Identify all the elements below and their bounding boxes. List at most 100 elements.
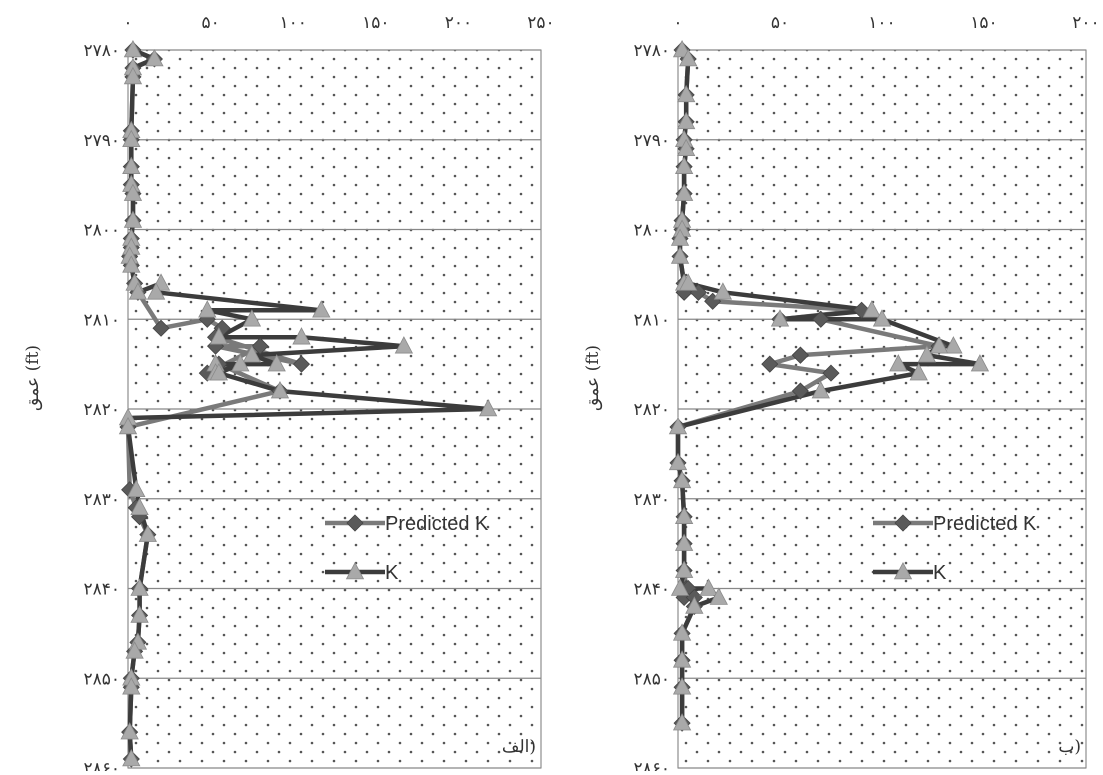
legend-label-1: K — [385, 562, 399, 584]
x-tick-label-0: ۰ — [673, 13, 682, 33]
data-point-s0-24 — [791, 382, 809, 400]
x-tick-label-3: ۱۵۰ — [362, 13, 389, 33]
data-point-s1-27 — [672, 470, 692, 489]
data-point-s0-18 — [812, 310, 830, 328]
legend-label-1: K — [933, 562, 947, 584]
data-point-s1-22 — [889, 354, 908, 372]
y-tick-label-7: ۲۸۵۰ — [633, 669, 670, 689]
data-point-s1-18 — [312, 300, 331, 318]
data-point-s1-24 — [242, 345, 262, 363]
data-point-s1-16 — [770, 309, 790, 327]
data-point-s1-2 — [676, 84, 696, 103]
data-point-s1-19 — [198, 300, 217, 318]
data-point-s1-40 — [125, 641, 144, 659]
data-point-s1-14 — [713, 282, 733, 300]
legend-label-0: Predicted K — [933, 513, 1037, 535]
data-point-s1-29 — [209, 363, 229, 381]
legend-marker-0 — [894, 514, 912, 532]
data-point-s1-1 — [679, 48, 698, 67]
data-point-s1-31 — [478, 398, 498, 417]
data-point-s1-35 — [672, 623, 692, 641]
data-point-s1-13 — [679, 273, 698, 291]
legend-marker-0 — [346, 514, 364, 532]
y-tick-label-8: ۲۸۶۰ — [83, 759, 120, 771]
data-point-s1-17 — [146, 282, 166, 300]
data-point-s1-36 — [672, 650, 692, 668]
data-point-s1-8 — [123, 183, 143, 201]
data-point-s1-34 — [685, 596, 704, 614]
legend-marker-1 — [345, 561, 365, 580]
data-point-s1-36 — [138, 524, 157, 542]
data-point-s1-7 — [674, 183, 694, 201]
legend-label-0: Predicted K — [385, 513, 489, 535]
data-point-s1-3 — [123, 66, 143, 85]
data-point-s1-31 — [670, 578, 690, 596]
y-tick-label-4: ۲۸۲۰ — [633, 400, 670, 420]
data-point-s1-28 — [674, 506, 694, 524]
y-tick-label-0: ۲۷۸۰ — [83, 41, 120, 61]
y-tick-label-1: ۲۷۹۰ — [83, 131, 120, 151]
data-point-s1-22 — [292, 327, 311, 345]
data-point-s1-23 — [909, 363, 928, 381]
data-point-s1-30 — [674, 560, 694, 578]
y-tick-label-6: ۲۸۴۰ — [633, 580, 670, 600]
data-point-s1-5 — [122, 129, 141, 148]
panel-label-0: الف) — [502, 737, 536, 757]
y-tick-label-4: ۲۸۲۰ — [83, 400, 120, 420]
y-tick-label-8: ۲۸۶۰ — [633, 759, 670, 771]
data-point-s1-44 — [122, 748, 141, 767]
data-point-s1-25 — [668, 416, 688, 435]
data-point-s0-23 — [822, 364, 840, 382]
data-point-s0-16 — [152, 319, 170, 337]
data-point-s1-25 — [267, 354, 286, 372]
panel-label-1: ب) — [1058, 737, 1081, 757]
data-point-s1-9 — [123, 210, 143, 228]
chart-panel-1: ۰ ۵۰ ۱۰۰ ۱۵۰ ۲۰۰ ۲۷۸۰ ۲۷۹۰ ۲۸۰۰ ۲۸۱۰ ۲۸۲۰ ۲۸۳۰ ۲۸۴۰… — [633, 13, 1099, 775]
data-point-s1-30 — [270, 381, 290, 399]
data-point-s1-37 — [130, 578, 149, 596]
data-point-s0-21 — [791, 346, 809, 364]
data-point-s1-23 — [394, 336, 414, 354]
data-point-s1-3 — [676, 111, 696, 130]
data-point-s1-26 — [668, 452, 688, 471]
x-tick-label-1: ۵۰ — [201, 13, 219, 33]
data-point-s1-24 — [811, 381, 830, 399]
data-point-s1-35 — [130, 497, 149, 516]
data-point-s1-20 — [917, 345, 937, 363]
data-point-s1-15 — [128, 282, 148, 300]
data-point-s1-38 — [130, 605, 149, 623]
data-point-s1-43 — [120, 722, 139, 740]
data-point-s1-32 — [699, 578, 718, 596]
x-tick-label-5: ۲۵۰ — [527, 13, 554, 33]
data-point-s1-0 — [123, 39, 143, 58]
data-point-s1-6 — [122, 156, 141, 174]
x-tick-label-4: ۲۰۰ — [1072, 13, 1099, 33]
data-point-s1-38 — [672, 713, 692, 731]
x-tick-label-1: ۵۰ — [771, 13, 789, 33]
data-point-s1-20 — [242, 309, 262, 327]
x-tick-label-2: ۱۰۰ — [868, 13, 895, 33]
data-point-s1-1 — [145, 48, 164, 67]
data-point-s1-5 — [676, 138, 696, 157]
x-tick-label-3: ۱۵۰ — [970, 13, 997, 33]
data-point-s1-42 — [122, 677, 141, 695]
data-point-s1-29 — [674, 533, 694, 551]
x-tick-label-0: ۰ — [123, 13, 132, 33]
y-tick-label-2: ۲۸۰۰ — [83, 221, 120, 241]
y-axis-label-panel-a: عمق (ft) — [22, 345, 43, 411]
x-tick-label-4: ۲۰۰ — [445, 13, 472, 33]
data-point-s1-11 — [670, 246, 690, 264]
data-point-s1-6 — [674, 156, 694, 174]
y-tick-label-3: ۲۸۱۰ — [83, 310, 120, 330]
y-tick-label-3: ۲۸۱۰ — [633, 310, 670, 330]
data-point-s1-33 — [118, 416, 138, 435]
data-point-s0-22 — [251, 337, 269, 355]
data-point-s1-18 — [944, 336, 963, 354]
data-point-s1-15 — [862, 300, 881, 318]
y-tick-label-0: ۲۷۸۰ — [633, 41, 670, 61]
y-tick-label-1: ۲۷۹۰ — [633, 131, 670, 151]
data-point-s1-10 — [670, 228, 690, 246]
data-point-s1-33 — [709, 587, 728, 605]
